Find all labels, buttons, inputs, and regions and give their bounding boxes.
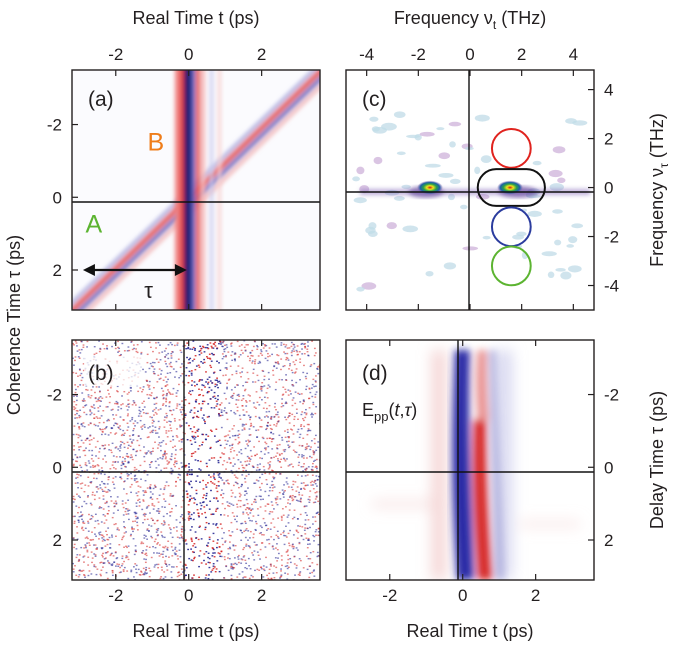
- panel-a: (a) A Bτ: [71, 69, 321, 311]
- panel-b-x-tick-label: 0: [184, 586, 193, 605]
- panel-c: (c): [345, 69, 595, 311]
- axis-ticks: -2 0 2 -2 0 2 -2 0 2 -2 0 2 -4 -2 0 2 4 4 2 0 -2 -4 -2 0 2 -2 0 2: [47, 45, 619, 605]
- annotation-B: B: [148, 129, 165, 157]
- panel-d-y-tick-label: 0: [604, 458, 613, 477]
- panel-c-y-tick-label: 0: [604, 179, 613, 198]
- panel-b-y-tick-label: 0: [53, 458, 62, 477]
- top-x-label-left: Real Time t (ps): [132, 8, 259, 28]
- bottom-x-label-left: Real Time t (ps): [132, 621, 259, 641]
- panel-c-y-tick-label: -4: [604, 277, 619, 296]
- marker-pill: [476, 168, 546, 207]
- annotation-A: A: [86, 211, 103, 239]
- panel-c-x-tick-label: 0: [465, 45, 474, 64]
- panel-b-x-tick-label: 2: [257, 586, 266, 605]
- panel-b-y-tick-label: -2: [47, 386, 62, 405]
- panel-b-label: (b): [88, 362, 114, 385]
- panel-a-x-tick-label: -2: [108, 45, 123, 64]
- panel-d-label: (d): [362, 362, 388, 385]
- spectral-peak: [497, 180, 524, 195]
- spectral-peak: [416, 180, 443, 195]
- panel-a-x-tick-label: 0: [184, 45, 193, 64]
- panel-c-label: (c): [362, 88, 387, 111]
- panel-c-y-tick-label: 2: [604, 130, 613, 149]
- panel-a-y-tick-label: 2: [53, 261, 62, 280]
- marker-circle: [490, 127, 532, 169]
- panel-b-x-tick-label: -2: [108, 586, 123, 605]
- panel-d-x-tick-label: 0: [458, 586, 467, 605]
- panel-a-label: (a): [88, 88, 114, 111]
- panel-c-y-tick-label: -2: [604, 228, 619, 247]
- marker-circle: [490, 245, 532, 287]
- panel-c-x-tick-label: -4: [359, 45, 374, 64]
- right-y-label-top: Frequency ντ (THz): [647, 113, 671, 267]
- right-y-label-bottom: Delay Time τ (ps): [647, 391, 667, 529]
- epp-label: Epp(t,τ): [362, 400, 417, 424]
- panel-a-heatmap: [72, 70, 320, 310]
- panel-b: (b): [71, 339, 321, 581]
- panel-d-x-tick-label: -2: [382, 586, 397, 605]
- top-x-label-right: Frequency νt (THz): [394, 8, 546, 32]
- panel-c-markers: [476, 127, 546, 287]
- panel-c-y-tick-label: 4: [604, 81, 613, 100]
- panel-c-x-tick-label: 4: [569, 45, 578, 64]
- tau-arrow: [82, 264, 187, 276]
- panel-a-annotations: A Bτ: [86, 129, 165, 303]
- panel-c-x-tick-label: -2: [411, 45, 426, 64]
- bottom-x-label-right: Real Time t (ps): [406, 621, 533, 641]
- panel-d-y-tick-label: 2: [604, 531, 613, 550]
- panel-d: (d) Epp(t,τ): [345, 339, 595, 581]
- panel-a-y-tick-label: -2: [47, 116, 62, 135]
- panel-a-y-tick-label: 0: [53, 188, 62, 207]
- panel-a-x-tick-label: 2: [257, 45, 266, 64]
- panel-c-x-tick-label: 2: [517, 45, 526, 64]
- left-y-label: Coherence Time τ (ps): [4, 235, 24, 415]
- annotation-tau: τ: [144, 278, 153, 303]
- panel-a-vertical: [175, 70, 221, 310]
- panel-c-heatmap: [346, 70, 594, 310]
- panel-d-heatmap: [346, 340, 594, 580]
- panel-b-y-tick-label: 2: [53, 531, 62, 550]
- panel-d-y-tick-label: -2: [604, 386, 619, 405]
- panel-d-x-tick-label: 2: [531, 586, 540, 605]
